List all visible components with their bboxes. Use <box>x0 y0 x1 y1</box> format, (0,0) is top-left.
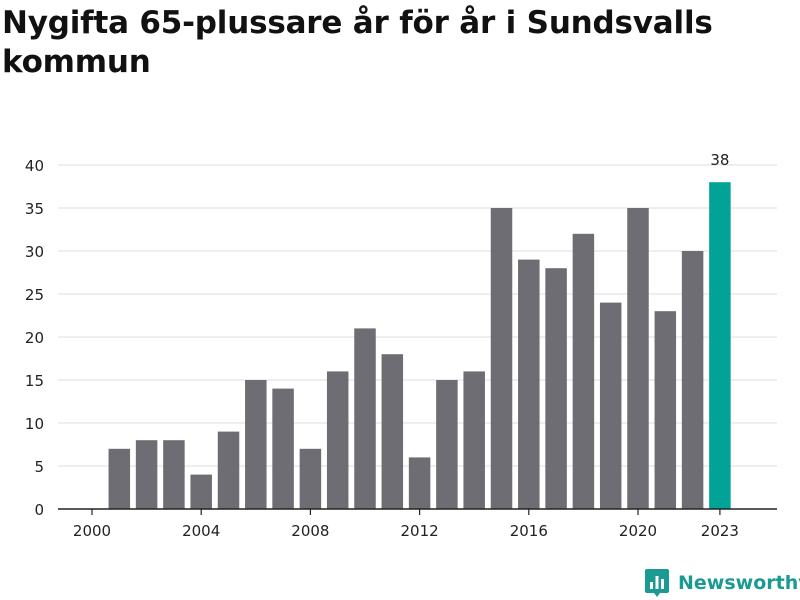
bar <box>599 302 622 509</box>
bar <box>135 440 158 509</box>
brand-logo: Newsworthy <box>644 566 800 600</box>
newsworthy-logo-icon <box>645 569 669 597</box>
x-tick-label: 2016 <box>510 522 548 540</box>
y-tick-label: 25 <box>25 286 44 304</box>
y-tick-label: 20 <box>25 329 44 347</box>
bar <box>217 431 240 509</box>
x-tick-label: 2012 <box>401 522 439 540</box>
y-tick-label: 10 <box>25 415 44 433</box>
x-tick-label: 2023 <box>701 522 739 540</box>
bar <box>436 380 458 509</box>
y-tick-label: 5 <box>34 458 44 476</box>
bar <box>627 208 649 509</box>
brand-name: Newsworthy <box>678 572 800 594</box>
bar-chart: 0 5 10 15 20 25 30 35 40 38 2000 2004 2008 2012 2016 20… <box>25 151 777 540</box>
chart-title: Nygifta 65-plussare år för år i Sundsval… <box>2 5 713 80</box>
y-tick-label: 15 <box>25 372 44 390</box>
bar <box>299 448 322 509</box>
bar <box>681 251 704 509</box>
y-tick-label: 35 <box>25 200 44 218</box>
bar <box>272 388 294 509</box>
y-tick-label: 0 <box>34 501 44 519</box>
bar <box>190 474 212 509</box>
bar <box>572 233 595 510</box>
data-label: 38 <box>710 151 729 169</box>
bar <box>490 208 513 509</box>
x-tick-label: 2004 <box>182 522 220 540</box>
bar <box>245 380 267 509</box>
x-tick-label: 2000 <box>73 522 111 540</box>
bar <box>163 440 185 509</box>
bar <box>381 354 404 509</box>
bar <box>654 311 677 509</box>
x-tick-label: 2020 <box>619 522 657 540</box>
bar-highlight <box>709 182 731 509</box>
bar <box>545 268 567 509</box>
y-tick-label: 30 <box>25 243 44 261</box>
bar <box>354 328 376 509</box>
x-tick-label: 2008 <box>291 522 329 540</box>
bar <box>408 457 431 509</box>
bar <box>326 371 349 509</box>
bar <box>463 371 485 509</box>
bar <box>108 448 131 509</box>
y-tick-label: 40 <box>25 157 44 175</box>
bar <box>518 259 540 509</box>
